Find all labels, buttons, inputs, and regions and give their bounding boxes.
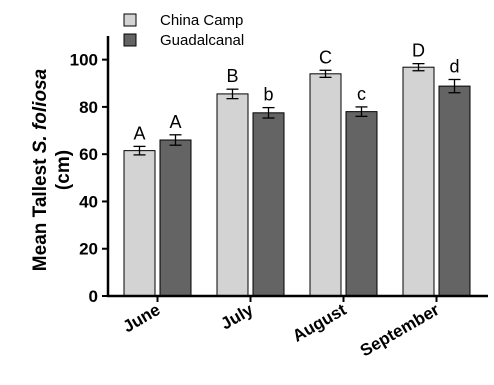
significance-label: D xyxy=(412,41,425,61)
significance-label: c xyxy=(357,84,366,104)
significance-label: A xyxy=(133,123,145,143)
y-tick-label: 60 xyxy=(79,145,98,164)
legend-label-guadalcanal: Guadalcanal xyxy=(160,32,244,49)
bars: A A Bb Cc Dd xyxy=(123,41,471,297)
bar xyxy=(159,139,192,297)
y-axis-label-text: Mean Tallest xyxy=(30,153,51,271)
y-tick-label: 40 xyxy=(79,192,98,211)
significance-label: B xyxy=(226,66,238,86)
legend-label-china-camp: China Camp xyxy=(160,12,243,29)
y-axis-label: Mean Tallest S. foliosa xyxy=(30,68,51,271)
significance-label: d xyxy=(449,56,459,76)
x-tick-label: August xyxy=(289,300,349,346)
significance-label: b xyxy=(263,85,273,105)
bar xyxy=(402,66,435,297)
y-tick-label: 100 xyxy=(70,51,98,70)
bar xyxy=(309,73,342,297)
legend: China Camp Guadalcanal xyxy=(123,12,244,49)
bar xyxy=(123,150,156,297)
bar xyxy=(252,112,285,297)
x-tick-label: July xyxy=(218,300,257,334)
significance-label: C xyxy=(319,47,332,67)
y-tick-label: 20 xyxy=(79,240,98,259)
y-tick-label: 0 xyxy=(89,287,98,306)
x-axis: June July August September xyxy=(107,294,488,361)
y-axis-label-unit: (cm) xyxy=(53,150,74,190)
x-tick-label: September xyxy=(357,300,443,361)
bar xyxy=(216,93,249,297)
bar xyxy=(438,85,471,297)
y-axis-label-species: S. foliosa xyxy=(30,68,51,153)
y-tick-label: 80 xyxy=(79,98,98,117)
bar xyxy=(345,111,378,297)
x-tick-label: June xyxy=(120,300,164,336)
legend-swatch-china-camp xyxy=(123,13,137,27)
legend-swatch-guadalcanal xyxy=(123,33,137,47)
significance-label: A xyxy=(169,112,181,132)
y-axis: 0 20 40 60 80 100 xyxy=(70,36,110,306)
